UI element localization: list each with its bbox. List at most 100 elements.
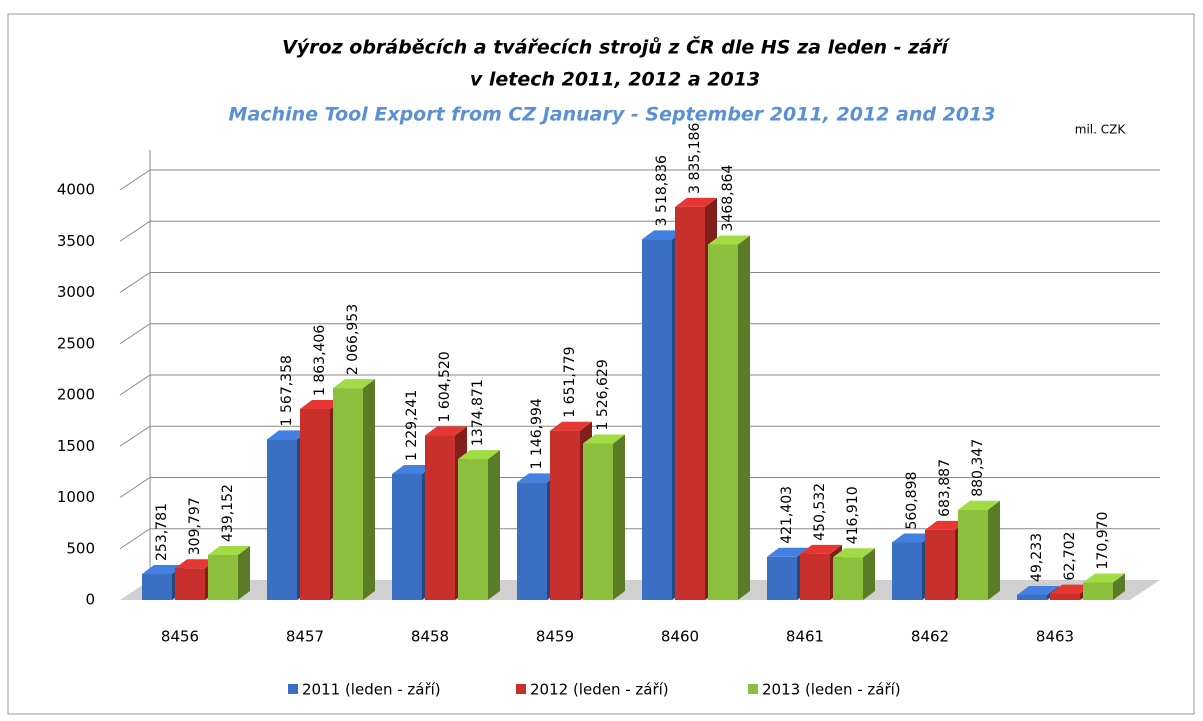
- bar-top: [833, 548, 875, 558]
- bar-front: [925, 529, 955, 600]
- grid-line: [119, 425, 1160, 447]
- data-label: 1 526,629: [595, 359, 611, 430]
- x-tick-label: 8459: [536, 628, 574, 646]
- bar-front: [1083, 582, 1113, 600]
- bar: [208, 545, 250, 600]
- data-label: 450,532: [812, 483, 828, 541]
- legend-label: 2011 (leden - září): [302, 681, 441, 699]
- bar-side: [988, 500, 1000, 600]
- bar: [333, 379, 375, 600]
- bar-front: [1017, 594, 1047, 600]
- bar-top: [517, 473, 559, 483]
- bar-top: [392, 465, 434, 475]
- y-tick-label: 2000: [57, 386, 95, 404]
- bar-front: [142, 573, 172, 600]
- bar-front: [267, 439, 297, 600]
- grid-line: [119, 374, 1160, 396]
- bar-front: [517, 482, 547, 600]
- bar-top: [550, 421, 592, 431]
- bar-top: [708, 235, 750, 245]
- grid-line: [119, 169, 1160, 191]
- bar: [833, 548, 875, 600]
- x-tick-label: 8456: [161, 628, 199, 646]
- bar-top: [208, 545, 250, 555]
- data-label: 1 604,520: [437, 351, 453, 422]
- bar-side: [863, 548, 875, 600]
- data-label: 62,702: [1062, 532, 1078, 581]
- data-label: 1 863,406: [312, 325, 328, 396]
- data-label: 416,910: [845, 486, 861, 544]
- legend-swatch: [748, 684, 758, 694]
- y-tick-label: 3500: [57, 232, 95, 250]
- data-label: 170,970: [1095, 512, 1111, 570]
- x-tick-label: 8463: [1036, 628, 1074, 646]
- x-tick-label: 8461: [786, 628, 824, 646]
- data-label: 3 835,186: [687, 123, 703, 194]
- bar-top: [175, 559, 217, 569]
- bar-top: [333, 379, 375, 389]
- legend-label: 2013 (leden - září): [762, 681, 901, 699]
- bar-front: [800, 553, 830, 600]
- bar-top: [142, 564, 184, 574]
- bar-front: [550, 430, 580, 600]
- data-label: 3 518,836: [654, 155, 670, 226]
- chart-title: Výroz obráběcích a tvářecích strojů z ČR…: [282, 35, 950, 59]
- bar-front: [425, 435, 455, 600]
- bar-top: [583, 434, 625, 444]
- x-tick-label: 8460: [661, 628, 699, 646]
- bar-front: [392, 474, 422, 600]
- bar-side: [238, 545, 250, 600]
- x-tick-label: 8462: [911, 628, 949, 646]
- bar-front: [833, 557, 863, 600]
- bar-side: [613, 434, 625, 600]
- bar-top: [925, 520, 967, 530]
- bar-top: [675, 197, 717, 207]
- legend-swatch: [288, 684, 298, 694]
- bar-front: [892, 542, 922, 600]
- data-label: 1 146,994: [529, 398, 545, 469]
- bar-top: [300, 400, 342, 410]
- bar-side: [363, 379, 375, 600]
- bar-top: [267, 430, 309, 440]
- bar-top: [1083, 573, 1125, 583]
- bar-top: [1017, 585, 1059, 595]
- bar: [1083, 573, 1125, 600]
- bar-front: [300, 409, 330, 600]
- bar-front: [583, 443, 613, 600]
- data-label: 1 229,241: [404, 390, 420, 461]
- grid-line: [119, 528, 1160, 550]
- legend-swatch: [516, 684, 526, 694]
- y-tick-label: 2500: [57, 334, 95, 352]
- data-label: 49,233: [1029, 533, 1045, 582]
- bar-front: [675, 206, 705, 600]
- bar-front: [958, 509, 988, 600]
- y-tick-label: 3000: [57, 283, 95, 301]
- x-tick-label: 8457: [286, 628, 324, 646]
- bar-top: [767, 547, 809, 557]
- data-label: 309,797: [187, 497, 203, 555]
- chart-title-line2: v letech 2011, 2012 a 2013: [470, 69, 760, 91]
- y-tick-label: 0: [85, 591, 95, 609]
- data-label: 1 567,358: [279, 355, 295, 426]
- bar-top: [458, 450, 500, 460]
- y-tick-label: 4000: [57, 181, 95, 199]
- bar-front: [175, 568, 205, 600]
- bar: [958, 500, 1000, 600]
- bar-top: [1050, 584, 1092, 594]
- data-label: 2 066,953: [345, 304, 361, 375]
- bar-front: [458, 459, 488, 600]
- bar: [458, 450, 500, 600]
- data-label: 560,898: [904, 472, 920, 530]
- bar-top: [892, 533, 934, 543]
- unit-label: mil. CZK: [1075, 123, 1127, 137]
- bar-side: [1113, 573, 1125, 600]
- bar-top: [800, 544, 842, 554]
- legend-label: 2012 (leden - září): [530, 681, 669, 699]
- y-tick-label: 500: [66, 539, 95, 557]
- bar-front: [767, 556, 797, 600]
- bar-side: [488, 450, 500, 600]
- grid-line: [119, 477, 1160, 498]
- bar-front: [208, 554, 238, 600]
- data-label: 253,781: [154, 503, 170, 561]
- bar-front: [642, 239, 672, 600]
